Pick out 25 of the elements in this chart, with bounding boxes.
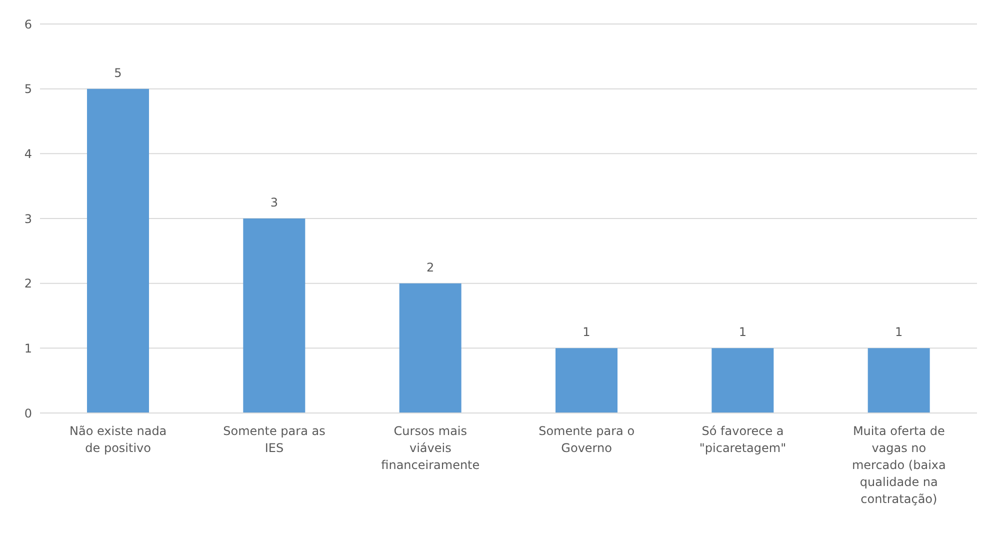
y-tick-label: 1 [24,341,32,356]
bar [399,283,462,413]
bar [712,348,774,413]
bar [868,348,930,413]
y-tick-label: 0 [24,406,32,420]
data-label: 2 [426,260,434,274]
x-tick-label: Somente para as IES [223,424,326,455]
bar [556,348,618,413]
x-tick-label: Só favorece a "picaretagem" [699,424,786,455]
x-tick-label: Não existe nada de positivo [69,424,167,455]
data-label: 3 [270,196,278,210]
bar [243,218,306,413]
data-label: 1 [738,325,746,340]
x-tick-label: Cursos mais viáveis financeiramente [381,424,480,472]
y-tick-label: 2 [24,276,32,291]
y-tick-label: 5 [24,82,32,96]
y-tick-label: 4 [24,146,32,161]
x-tick-label: Muita oferta de vagas no mercado (baixa qualidade na contratação) [852,424,946,506]
x-tick-label: Somente para o Governo [538,424,635,455]
bar [87,88,149,413]
data-label: 1 [895,325,903,340]
data-label: 5 [114,66,122,80]
y-tick-label: 3 [24,212,32,226]
data-label: 1 [582,325,590,340]
y-tick-label: 6 [24,17,32,32]
